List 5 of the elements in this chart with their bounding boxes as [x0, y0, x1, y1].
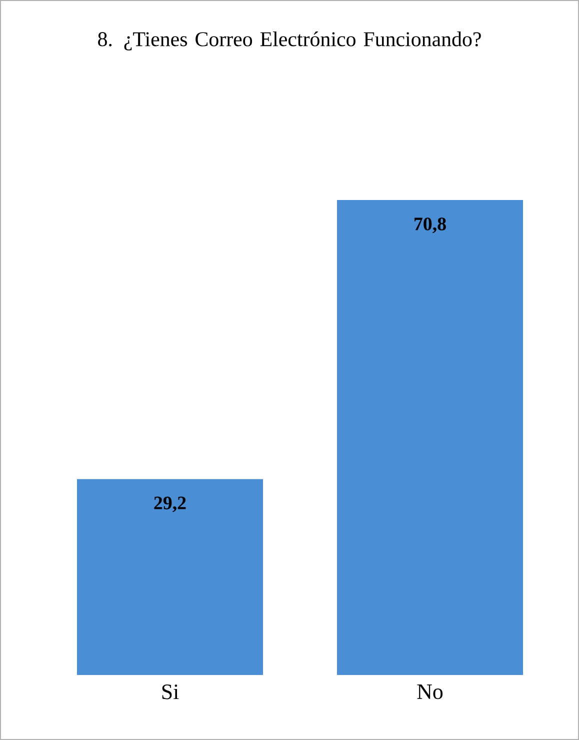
chart-title: 8. ¿Tienes Correo Electrónico Funcionando? [98, 32, 481, 50]
data-label: 29,2 [154, 496, 186, 512]
x-tick-label: No [417, 684, 443, 700]
x-tick-label: Si [162, 684, 179, 700]
data-label: 70,8 [414, 218, 446, 234]
